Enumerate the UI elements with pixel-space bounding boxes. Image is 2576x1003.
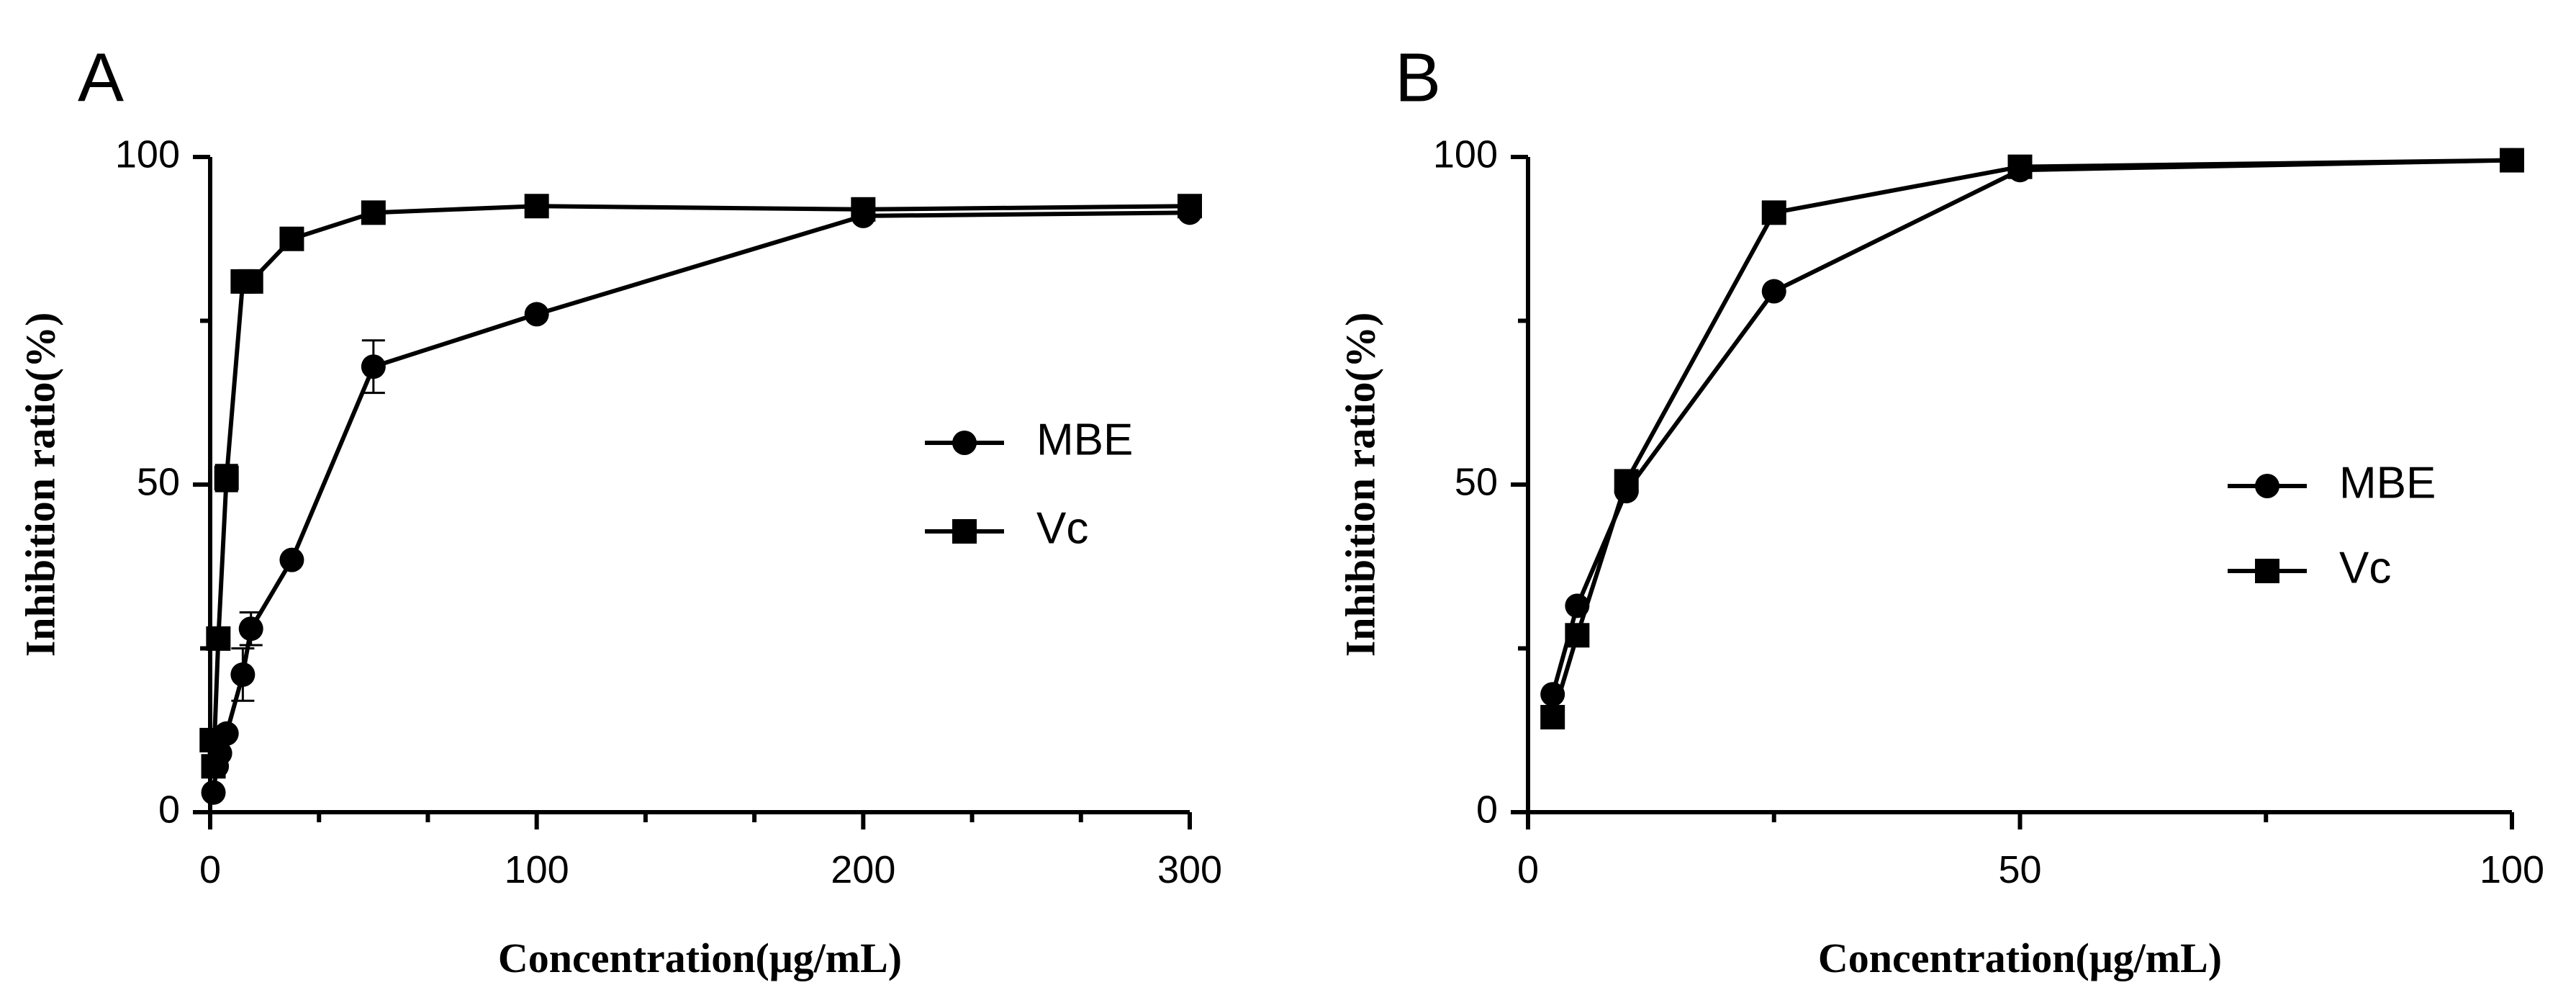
panel-a-series-vc-point xyxy=(199,727,225,752)
panel-b-legend-item-vc-marker xyxy=(2255,559,2279,583)
panel-a-series-vc-point xyxy=(279,226,304,251)
panel-b-x-tick-label: 100 xyxy=(2480,848,2544,891)
panel-a-series-mbe-point xyxy=(201,780,226,805)
panel-a-letter: A xyxy=(78,39,124,116)
panel-b-series-mbe xyxy=(1540,148,2524,707)
panel-a-legend-item-vc: Vc xyxy=(925,503,1088,553)
panel-a-y-tick-label: 100 xyxy=(115,132,180,176)
panel-a-y-tick-label: 50 xyxy=(137,460,180,503)
panel-b: B 0 50 100 0 50 100 Concentration(μg/mL) Inhibit… xyxy=(1337,39,2544,981)
panel-b-x-axis-title: Concentration(μg/mL) xyxy=(1818,935,2222,981)
panel-b-series-vc-line xyxy=(1550,158,2513,718)
panel-a-series-mbe-point xyxy=(524,302,549,327)
panel-b-series-mbe-line xyxy=(1550,158,2513,696)
panel-a-series-vc-point xyxy=(524,194,549,219)
panel-b-y-axis-title: Inhibition ratio(%) xyxy=(1337,312,1383,657)
panel-a-legend-item-mbe-marker xyxy=(952,431,977,455)
panel-b-y-tick-label: 0 xyxy=(1476,788,1498,831)
panel-a-series-mbe-point xyxy=(238,616,263,642)
panel-a-legend-item-mbe: MBE xyxy=(925,415,1133,464)
panel-a-series-mbe xyxy=(201,200,1202,805)
panel-b-letter: B xyxy=(1395,39,1441,116)
panel-a-x-axis-title: Concentration(μg/mL) xyxy=(498,935,902,981)
panel-a-series-vc-point xyxy=(1178,194,1202,219)
panel-a-legend-item-vc-marker xyxy=(952,519,977,544)
panel-b-legend-item-vc: Vc xyxy=(2228,543,2391,593)
panel-a-series-mbe-point xyxy=(361,354,386,379)
panel-b-legend: MBE Vc xyxy=(2228,458,2436,593)
panel-b-legend-item-mbe-marker xyxy=(2255,474,2279,498)
panel-b-legend-item-mbe: MBE xyxy=(2228,458,2436,508)
panel-a-legend-item-mbe-label: MBE xyxy=(1036,415,1133,464)
panel-a-x-tick-label: 300 xyxy=(1157,848,1222,891)
panel-b-series-vc-point xyxy=(1614,469,1639,494)
panel-a-series-mbe-point xyxy=(230,662,256,687)
panel-a-x-tick-label: 100 xyxy=(505,848,569,891)
panel-b-series-vc-point xyxy=(1540,705,1565,730)
panel-a-legend-item-vc-label: Vc xyxy=(1036,503,1088,553)
panel-a-series-vc-line xyxy=(209,204,1190,767)
panel-a-series-vc xyxy=(199,194,1202,779)
panel-a-series-vc-point xyxy=(238,269,263,294)
panel-b-x-tick-label: 0 xyxy=(1517,848,1539,891)
panel-b-y-tick-label: 100 xyxy=(1433,132,1498,176)
panel-a-series-vc-point xyxy=(201,754,226,779)
panel-a-series-mbe-line xyxy=(211,210,1190,793)
panel-a-x-tick-label: 0 xyxy=(199,848,221,891)
panel-b-y-tick-label: 50 xyxy=(1455,460,1498,503)
panel-a-series-vc-point xyxy=(361,200,386,225)
panel-a-x-tick-label: 200 xyxy=(831,848,895,891)
panel-b-legend-item-vc-label: Vc xyxy=(2339,543,2391,593)
panel-a-y-axis-title: Inhibition ratio(%) xyxy=(17,312,63,657)
panel-a-series-mbe-point xyxy=(279,547,304,572)
panel-a: A 0 50 100 0 100 200 300 Concentration(μg/mL) Inh… xyxy=(17,39,1222,981)
panel-a-series-vc-point xyxy=(206,626,231,651)
panel-a-series-vc-point xyxy=(851,197,876,222)
panel-b-series-vc-point xyxy=(1761,200,1786,225)
panel-a-legend: MBE Vc xyxy=(925,415,1133,553)
panel-a-y-tick-label: 0 xyxy=(158,788,180,831)
panel-a-series-vc-point xyxy=(214,465,239,490)
panel-b-series-vc xyxy=(1540,148,2524,730)
panel-b-legend-item-mbe-label: MBE xyxy=(2339,458,2436,508)
panel-b-series-mbe-point xyxy=(1761,279,1786,304)
panel-b-series-vc-point xyxy=(2500,148,2524,173)
panel-b-x-tick-label: 50 xyxy=(1998,848,2041,891)
panel-b-series-vc-point xyxy=(1565,623,1590,648)
panel-b-series-vc-point xyxy=(2007,154,2033,179)
